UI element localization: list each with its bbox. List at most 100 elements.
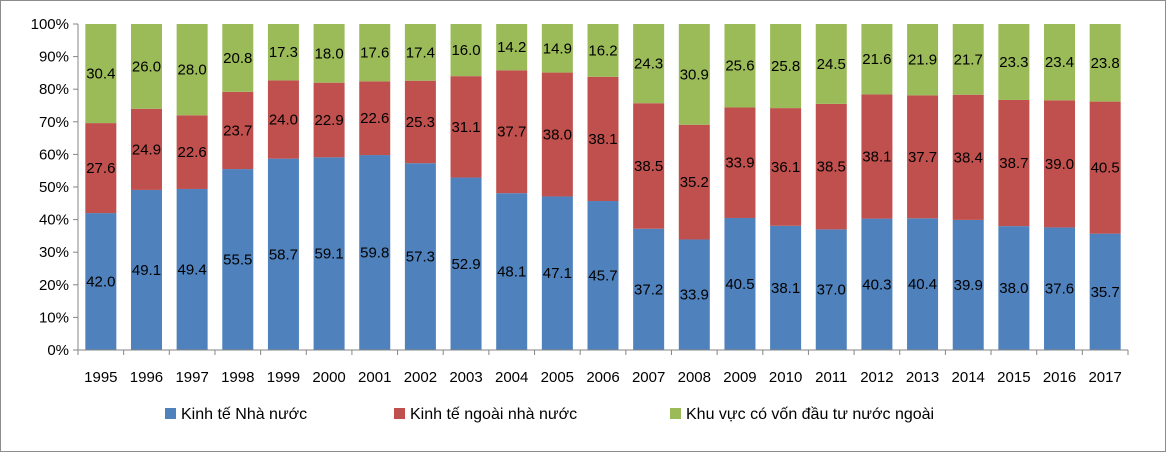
data-label: 17.3 (269, 44, 298, 61)
x-tick-label: 2015 (997, 369, 1030, 386)
bar-1-2007 (633, 228, 665, 350)
bar-1-2003 (450, 177, 482, 350)
bar-3-2008 (678, 24, 710, 125)
bar-2-2006 (587, 76, 619, 202)
bar-2-2011 (815, 103, 847, 230)
bar-3-2016 (1044, 24, 1076, 101)
data-label: 33.9 (680, 287, 709, 304)
legend: Kinh tế Nhà nước Kinh tế ngoài nhà nước Kh… (165, 406, 934, 423)
bar-3-1996 (130, 24, 162, 109)
data-label: 59.8 (360, 245, 389, 262)
x-tick-label: 2005 (541, 369, 574, 386)
data-label: 22.6 (178, 144, 207, 161)
bar-3-2004 (496, 24, 528, 71)
data-label: 14.9 (543, 40, 572, 57)
bar-1-2016 (1044, 227, 1076, 350)
y-tick-label: 70% (39, 114, 69, 131)
bar-1-1997 (176, 188, 208, 350)
data-label: 37.0 (817, 282, 846, 299)
bar-3-2014 (952, 24, 984, 95)
legend-label-2: Kinh tế ngoài nhà nước (410, 406, 577, 423)
data-label: 22.9 (314, 112, 343, 129)
data-label: 38.1 (771, 280, 800, 297)
x-tick-label: 2014 (952, 369, 985, 386)
data-label: 24.9 (132, 141, 161, 158)
x-tick-label: 2003 (449, 369, 482, 386)
data-label: 39.9 (954, 277, 983, 294)
bar-2-2012 (861, 94, 893, 219)
x-tick-label: 2008 (678, 369, 711, 386)
data-label: 58.7 (269, 246, 298, 263)
bar-1-2008 (678, 239, 710, 350)
data-label: 23.8 (1091, 55, 1120, 72)
data-label: 38.7 (999, 155, 1028, 172)
bar-2-2010 (770, 108, 802, 226)
bar-3-2013 (907, 24, 939, 96)
data-label: 38.1 (862, 149, 891, 166)
data-label: 25.8 (771, 58, 800, 75)
bar-2-2013 (907, 95, 939, 219)
bar-3-2006 (587, 24, 619, 77)
bar-1-2017 (1089, 233, 1121, 350)
data-label: 52.9 (451, 256, 480, 273)
y-tick-label: 30% (39, 244, 69, 261)
bar-1-1998 (222, 169, 254, 350)
x-tick-label: 2009 (723, 369, 756, 386)
data-label: 24.3 (634, 56, 663, 73)
data-label: 35.2 (680, 174, 709, 191)
bar-3-1997 (176, 24, 208, 116)
bar-3-2003 (450, 24, 482, 77)
bar-1-2015 (998, 226, 1030, 350)
bar-1-1995 (85, 213, 117, 350)
y-tick-label: 20% (39, 277, 69, 294)
data-label: 38.5 (817, 159, 846, 176)
data-label: 30.9 (680, 66, 709, 83)
data-label: 55.5 (223, 252, 252, 269)
data-label: 28.0 (178, 62, 207, 79)
bar-1-2002 (404, 163, 436, 350)
data-label: 38.5 (634, 158, 663, 175)
bar-3-2000 (313, 24, 345, 83)
data-label: 23.3 (999, 54, 1028, 71)
data-label: 57.3 (406, 249, 435, 266)
data-label: 49.4 (178, 261, 207, 278)
data-label: 33.9 (725, 155, 754, 172)
y-tick-label: 80% (39, 81, 69, 98)
bar-1-1996 (130, 189, 162, 350)
bar-2-2003 (450, 76, 482, 178)
data-label: 24.5 (817, 56, 846, 73)
data-label: 21.6 (862, 51, 891, 68)
data-label: 22.6 (360, 110, 389, 127)
x-tick-label: 2016 (1043, 369, 1076, 386)
bar-2-1997 (176, 115, 208, 189)
x-tick-label: 2000 (312, 369, 345, 386)
bar-3-2011 (815, 24, 847, 104)
data-label: 40.5 (1091, 160, 1120, 177)
data-label: 36.1 (771, 159, 800, 176)
data-label: 23.4 (1045, 54, 1074, 71)
data-label: 38.1 (588, 131, 617, 148)
data-label: 31.1 (451, 119, 480, 136)
data-label: 35.7 (1091, 284, 1120, 301)
data-label: 45.7 (588, 268, 617, 285)
data-label: 21.7 (954, 51, 983, 68)
data-label: 38.0 (543, 127, 572, 144)
data-label: 40.4 (908, 276, 937, 293)
bar-2-2001 (359, 81, 391, 156)
bar-1-1999 (267, 158, 299, 350)
legend-swatch-1 (165, 408, 176, 419)
x-tick-label: 2006 (586, 369, 619, 386)
y-tick-label: 40% (39, 212, 69, 229)
data-label: 38.4 (954, 149, 983, 166)
data-label: 24.0 (269, 112, 298, 129)
axes-layer: 0% 10% 20% 30% 40% 50% 60% 70% 80% 90% 100% 1995 199… (31, 16, 1129, 386)
data-label: 20.8 (223, 50, 252, 67)
data-label: 26.0 (132, 58, 161, 75)
data-label: 38.0 (999, 280, 1028, 297)
data-label: 21.9 (908, 52, 937, 69)
x-tick-label: 2010 (769, 369, 802, 386)
bar-3-2010 (770, 24, 802, 109)
bar-3-2007 (633, 24, 665, 104)
data-label: 49.1 (132, 262, 161, 279)
bar-3-1995 (85, 24, 117, 124)
